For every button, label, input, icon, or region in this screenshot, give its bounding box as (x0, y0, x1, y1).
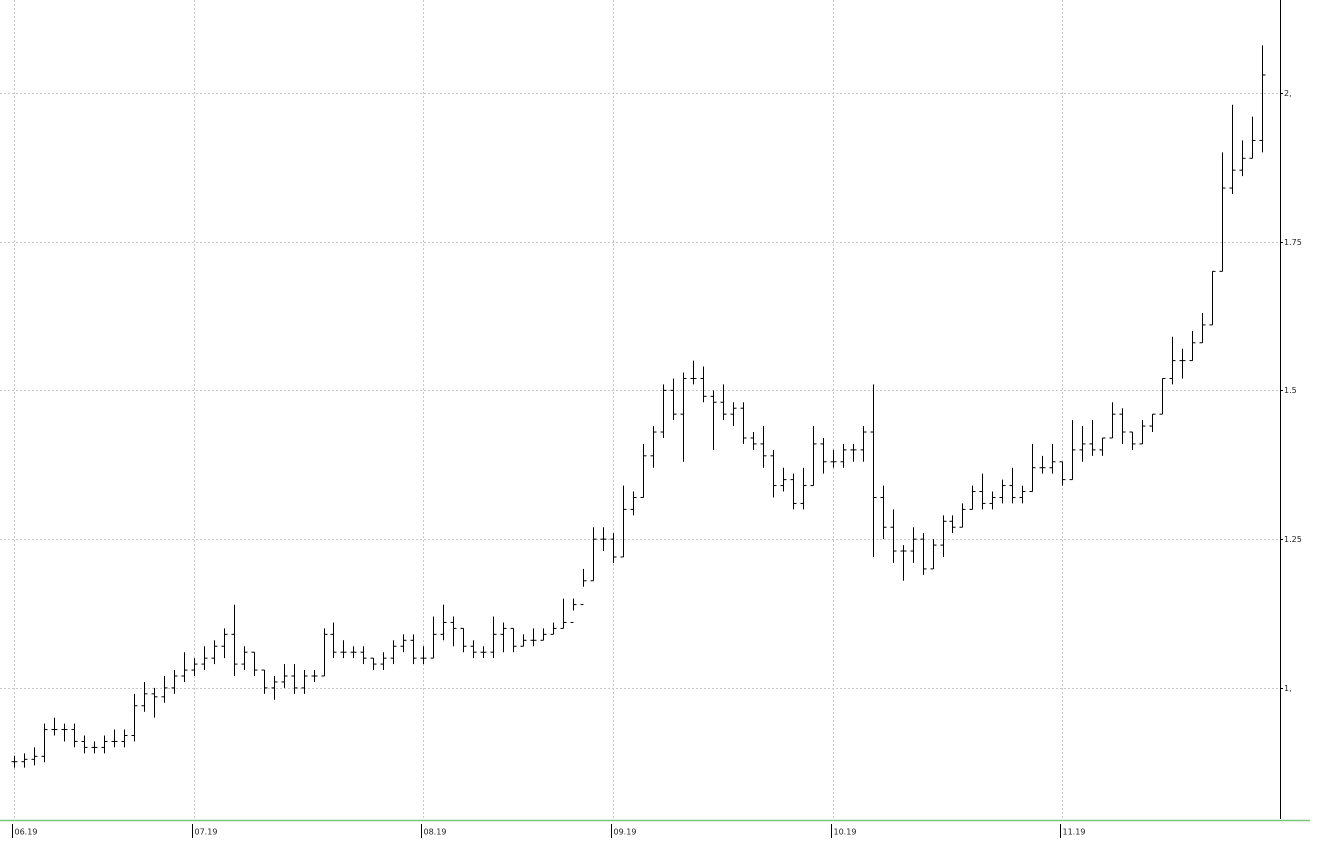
y-tick-label: 1.5 (1284, 386, 1297, 395)
x-tick-label: 08.19 (424, 828, 447, 837)
x-tick-label: 11.19 (1063, 828, 1086, 837)
y-tick-label: 1.75 (1284, 238, 1302, 247)
x-tick-label: 06.19 (15, 828, 38, 837)
x-tick-label: 09.19 (614, 828, 637, 837)
x-tick-label: 07.19 (195, 828, 218, 837)
x-tick-label: 10.19 (834, 828, 857, 837)
y-tick-label: 2, (1284, 89, 1292, 98)
y-tick-label: 1, (1284, 684, 1292, 693)
y-tick-label: 1.25 (1284, 535, 1302, 544)
